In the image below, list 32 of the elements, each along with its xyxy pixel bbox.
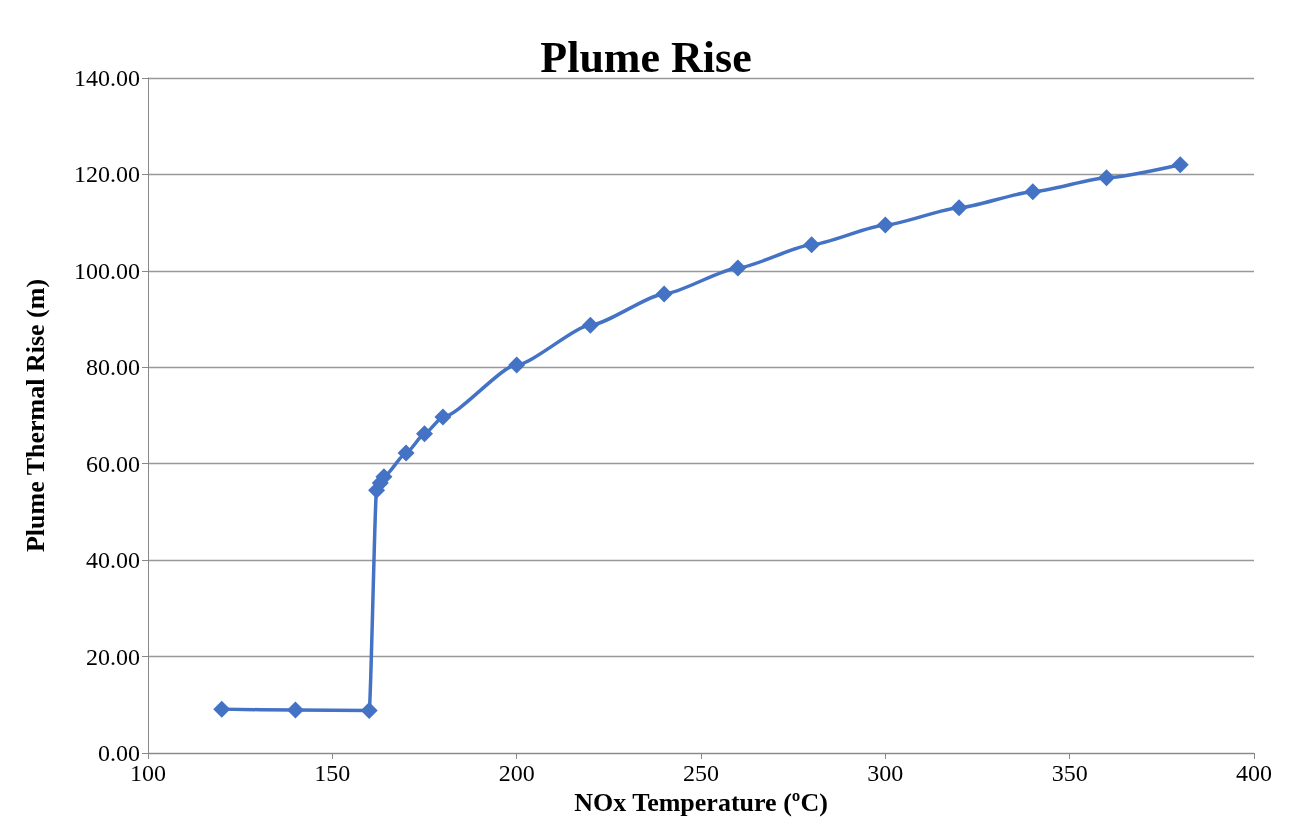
- x-tick-label: 150: [314, 760, 351, 786]
- point: [213, 700, 231, 718]
- x-axis-title: NOx Temperature (ºC): [574, 788, 828, 818]
- point: [397, 444, 415, 462]
- y-tick-label: 80.00: [86, 354, 140, 381]
- y-tick-label: 60.00: [86, 450, 140, 477]
- point: [950, 199, 968, 217]
- y-tick-label: 20.00: [86, 643, 140, 670]
- point: [434, 408, 452, 426]
- y-tick-label: 100.00: [74, 257, 140, 284]
- point: [360, 702, 378, 720]
- point: [1171, 156, 1189, 174]
- x-tick-label: 250: [683, 760, 719, 786]
- y-tick-label: 40.00: [86, 547, 140, 574]
- point: [581, 316, 599, 334]
- point: [286, 701, 304, 719]
- point: [803, 236, 821, 254]
- y-axis-title: Plume Thermal Rise (m): [20, 278, 50, 553]
- point: [655, 285, 673, 303]
- y-tick-label: 140.00: [74, 65, 140, 91]
- point: [876, 216, 894, 234]
- x-tick-label: 300: [867, 760, 904, 786]
- chart-title: Plume Rise: [540, 32, 752, 82]
- point: [1024, 183, 1042, 201]
- point: [729, 259, 747, 277]
- point: [416, 425, 433, 443]
- x-tick-label: 400: [1236, 760, 1272, 786]
- x-tick-label: 350: [1051, 760, 1088, 786]
- y-tick-label: 120.00: [74, 161, 140, 188]
- x-tick-label: 200: [498, 760, 535, 786]
- point: [1098, 169, 1116, 187]
- point: [508, 356, 526, 374]
